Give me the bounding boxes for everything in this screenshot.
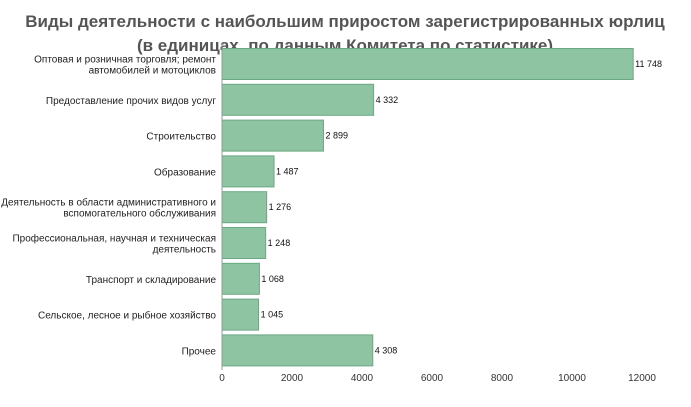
value-label: 4 332 [376,95,399,105]
category-label-line: Профессиональная, научная и техническая [12,233,216,245]
category-label-line: Строительство [146,132,216,143]
x-tick-label: 0 [219,373,225,384]
bars-layer [221,48,634,367]
category-labels: Оптовая и розничная торговля; ремонт авто… [1,55,216,358]
category-label: Строительство [146,132,216,143]
value-label: 1 487 [276,166,299,176]
category-label: Прочее [182,346,217,357]
category-label-line: Прочее [182,346,217,357]
category-label: Предоставление прочих видов услуг [46,96,216,107]
bar [221,262,260,295]
bar [221,48,634,80]
category-label: Сельское, лесное и рыбное хозяйство [38,310,216,322]
category-label-line: деятельность [153,245,216,256]
x-tick-label: 10000 [558,373,586,384]
bar [221,83,375,116]
x-axis: 0 2000 4000 6000 8000 10000 12000 [219,43,656,384]
value-label: 1 248 [268,238,291,248]
category-label: Профессиональная, научная и техническая д… [12,233,216,256]
value-label: 1 068 [261,274,284,284]
x-tick-label: 2000 [281,373,304,384]
bar [221,119,324,152]
bar [221,191,268,224]
category-label-line: вспомогательного обслуживания [63,208,216,220]
category-label-line: Оптовая и розничная торговля; ремонт [34,55,216,66]
value-label: 2 899 [325,131,348,141]
category-label: Транспорт и складирование [86,275,217,286]
x-tick-label: 4000 [351,373,374,384]
category-label-line: Сельское, лесное и рыбное хозяйство [38,310,216,322]
value-labels: 11 748 4 332 2 899 1 487 1 276 1 248 1 068 1 04… [261,59,662,355]
bar [221,334,374,367]
value-label: 1 276 [269,202,292,212]
x-tick-label: 12000 [628,373,656,384]
value-label: 1 045 [261,310,284,320]
bar [221,227,267,259]
category-label-line: Образование [154,166,216,178]
category-label-line: Деятельность в области административного… [1,197,216,209]
category-label: Оптовая и розничная торговля; ремонт авто… [34,55,216,77]
value-label: 11 748 [635,59,662,69]
bar [221,155,275,188]
category-label-line: автомобилей и мотоциклов [89,65,216,77]
category-label-line: Предоставление прочих видов услуг [46,96,216,107]
category-label: Деятельность в области административного… [1,197,216,220]
value-label: 4 308 [375,345,398,355]
bar [221,298,260,331]
category-label-line: Транспорт и складирование [86,275,217,286]
category-label: Образование [154,166,216,178]
x-tick-label: 8000 [491,373,514,384]
x-tick-label: 6000 [421,373,444,384]
chart-title: Виды деятельности с наибольшим приростом… [25,12,665,31]
